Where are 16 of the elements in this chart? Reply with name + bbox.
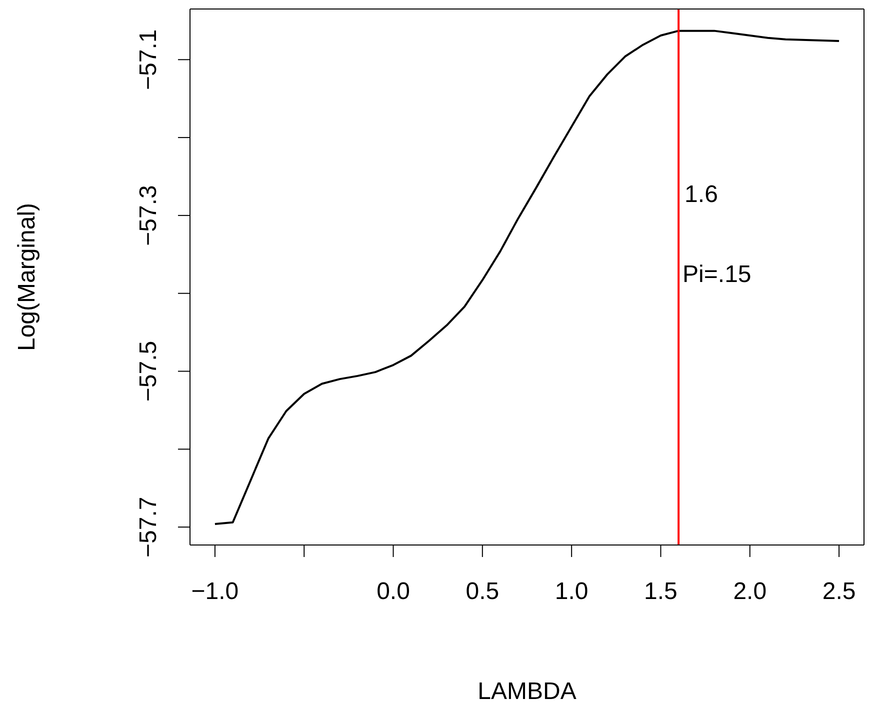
y-tick-label: −57.7 (135, 496, 162, 558)
ref-line-label: 1.6 (684, 180, 718, 208)
x-tick-label: 1.5 (644, 578, 678, 605)
annotation: Pi=.15 (682, 260, 752, 288)
y-axis-title: Log(Marginal) (14, 202, 41, 352)
y-tick-label: −57.3 (135, 185, 162, 246)
line-series (214, 30, 840, 525)
y-tick-label: −57.1 (135, 29, 162, 90)
x-tick-label: 1.0 (554, 578, 588, 605)
x-tick-label: 0.5 (466, 578, 500, 605)
y-tick-label: −57.5 (135, 340, 162, 402)
x-tick-label: −1.0 (191, 578, 239, 605)
x-tick-label: 2.5 (822, 578, 856, 605)
x-tick-label: 0.0 (376, 578, 410, 605)
x-axis-title: LAMBDA (478, 678, 576, 705)
x-tick-label: 2.0 (733, 578, 767, 605)
